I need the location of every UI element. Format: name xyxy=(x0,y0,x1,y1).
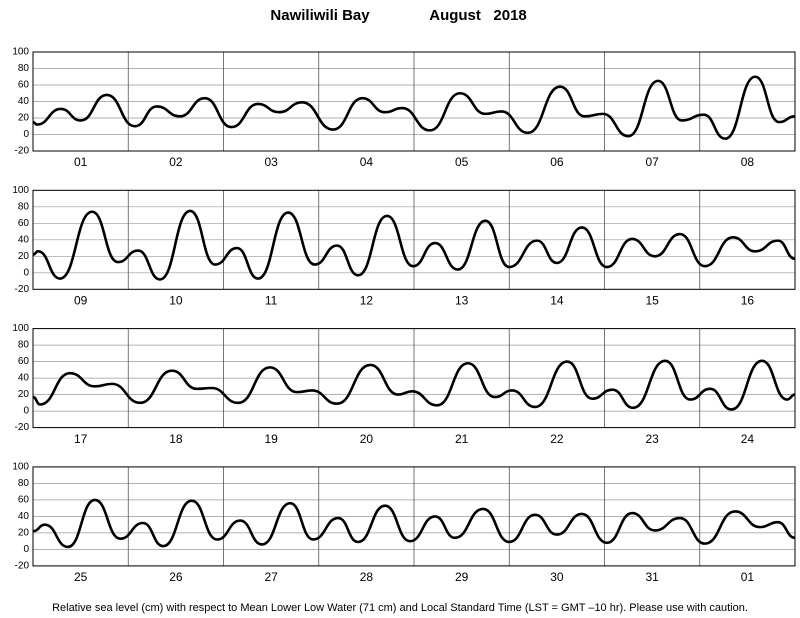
day-label: 03 xyxy=(264,155,278,169)
day-label: 08 xyxy=(741,155,755,169)
day-label: 25 xyxy=(74,570,88,584)
day-label: 09 xyxy=(74,293,88,307)
day-label: 23 xyxy=(645,432,659,446)
y-tick-label: 20 xyxy=(18,528,30,539)
y-tick-label: 40 xyxy=(18,373,30,384)
plot-frame xyxy=(32,51,796,152)
y-tick-label: 20 xyxy=(18,113,30,124)
footnote: Relative sea level (cm) with respect to … xyxy=(52,602,748,614)
day-label: 20 xyxy=(360,432,374,446)
tide-line xyxy=(32,359,796,411)
day-label: 04 xyxy=(360,155,374,169)
y-tick-label: 80 xyxy=(18,340,30,351)
day-label: 28 xyxy=(360,570,374,584)
y-tick-label: 100 xyxy=(12,323,29,334)
y-tick-label: 40 xyxy=(18,511,30,522)
day-label: 14 xyxy=(550,293,564,307)
y-tick-label: -20 xyxy=(15,146,30,157)
day-label: 31 xyxy=(645,570,659,584)
y-tick-label: 60 xyxy=(18,218,30,229)
plot-frame xyxy=(32,466,796,567)
y-tick-label: 0 xyxy=(23,129,29,140)
day-label: 10 xyxy=(169,293,183,307)
day-label: 18 xyxy=(169,432,183,446)
tide-line xyxy=(32,75,796,140)
y-tick-label: 0 xyxy=(23,544,29,555)
y-tick-label: 100 xyxy=(12,462,29,473)
y-tick-label: -20 xyxy=(15,422,30,433)
y-tick-label: 80 xyxy=(18,201,30,212)
plot-frame xyxy=(32,328,796,429)
y-tick-label: 80 xyxy=(18,478,30,489)
y-tick-label: 60 xyxy=(18,495,30,506)
y-tick-label: -20 xyxy=(15,561,30,572)
day-label: 11 xyxy=(265,293,278,307)
day-label: 12 xyxy=(360,293,374,307)
plot-frame xyxy=(32,189,796,290)
tide-line xyxy=(32,498,796,549)
y-tick-label: 0 xyxy=(23,267,29,278)
y-tick-label: 40 xyxy=(18,96,30,107)
chart-title: Nawiliwili Bay xyxy=(270,7,370,24)
day-label: 01 xyxy=(74,155,88,169)
y-tick-label: 100 xyxy=(12,185,29,196)
day-label: 22 xyxy=(550,432,564,446)
day-label: 15 xyxy=(645,293,659,307)
day-label: 06 xyxy=(550,155,564,169)
tide-line xyxy=(32,209,796,281)
y-tick-label: 40 xyxy=(18,234,30,245)
chart-subtitle: August 2018 xyxy=(429,7,527,24)
day-label: 27 xyxy=(264,570,278,584)
day-label: 02 xyxy=(169,155,183,169)
day-label: 05 xyxy=(455,155,469,169)
y-tick-label: 20 xyxy=(18,251,30,262)
y-tick-label: 0 xyxy=(23,406,29,417)
day-label: 21 xyxy=(455,432,469,446)
day-label: 24 xyxy=(741,432,755,446)
day-label: 17 xyxy=(74,432,88,446)
y-tick-label: -20 xyxy=(15,284,30,295)
day-label: 07 xyxy=(645,155,659,169)
day-label: 30 xyxy=(550,570,564,584)
day-label: 01 xyxy=(741,570,755,584)
day-label: 29 xyxy=(455,570,469,584)
day-label: 26 xyxy=(169,570,183,584)
day-label: 19 xyxy=(264,432,278,446)
day-label: 13 xyxy=(455,293,469,307)
y-tick-label: 60 xyxy=(18,356,30,367)
y-tick-label: 100 xyxy=(12,47,29,58)
day-label: 16 xyxy=(741,293,755,307)
y-tick-label: 80 xyxy=(18,63,30,74)
y-tick-label: 60 xyxy=(18,80,30,91)
y-tick-label: 20 xyxy=(18,389,30,400)
